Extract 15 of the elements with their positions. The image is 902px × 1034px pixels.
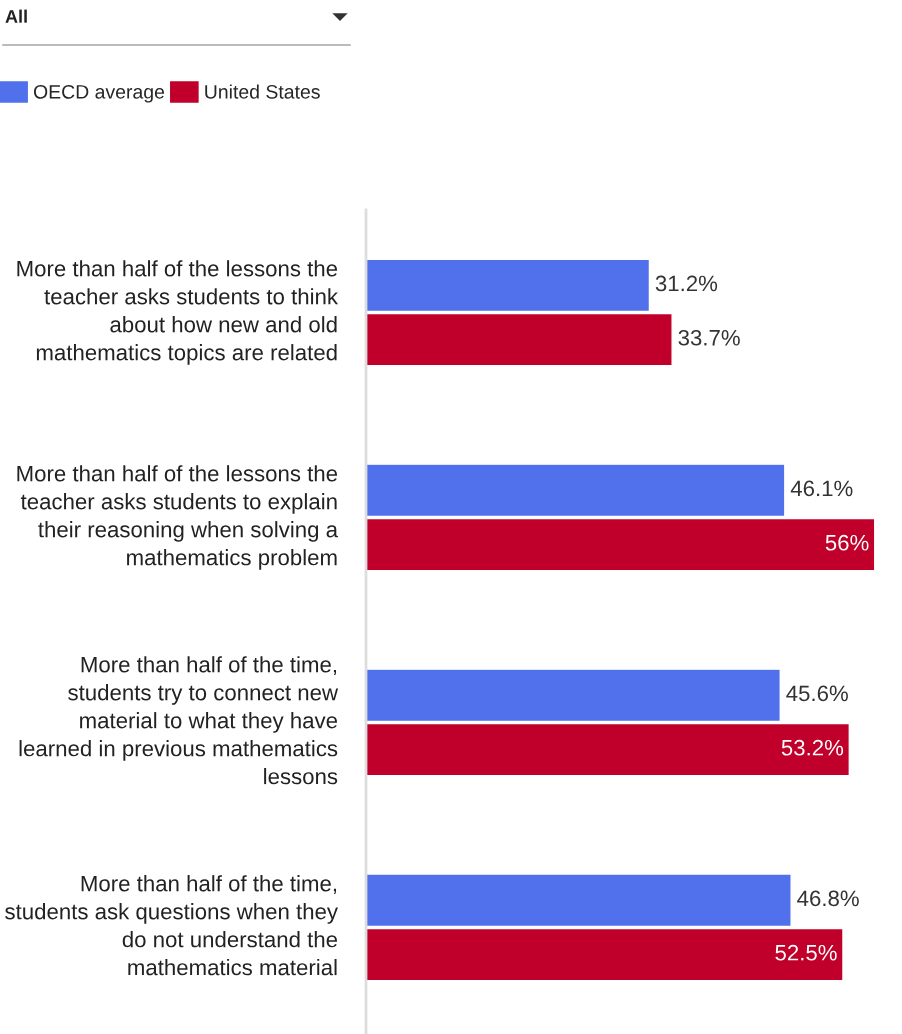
- data-label: 45.6%: [786, 685, 848, 702]
- data-label: 46.1%: [790, 480, 853, 497]
- legend-label: OECD average: [33, 84, 165, 103]
- y-tick-label: More than half of the lessons the teacher asks students to think about how new and old mathematics topics are related: [17, 260, 339, 365]
- y-tick-label: More than half of the time, students ask questions when they do not understand the mathematics material: [5, 875, 338, 976]
- data-label: 33.7%: [678, 329, 740, 346]
- legend-label: United States: [205, 84, 320, 99]
- y-tick-label: More than half of the lessons the teacher asks students to explain their reasoning when solving a mathematics problem: [17, 465, 339, 570]
- y-tick-label: More than half of the time, students try to connect new material to what they have learned in previous mathematics lessons: [19, 656, 339, 785]
- data-label: 46.8%: [797, 890, 859, 907]
- data-label: 53.2%: [781, 739, 844, 756]
- data-label: 31.2%: [655, 275, 718, 292]
- data-label: 52.5%: [775, 944, 837, 961]
- text: All: [5, 9, 27, 23]
- data-label: 56%: [825, 534, 869, 551]
